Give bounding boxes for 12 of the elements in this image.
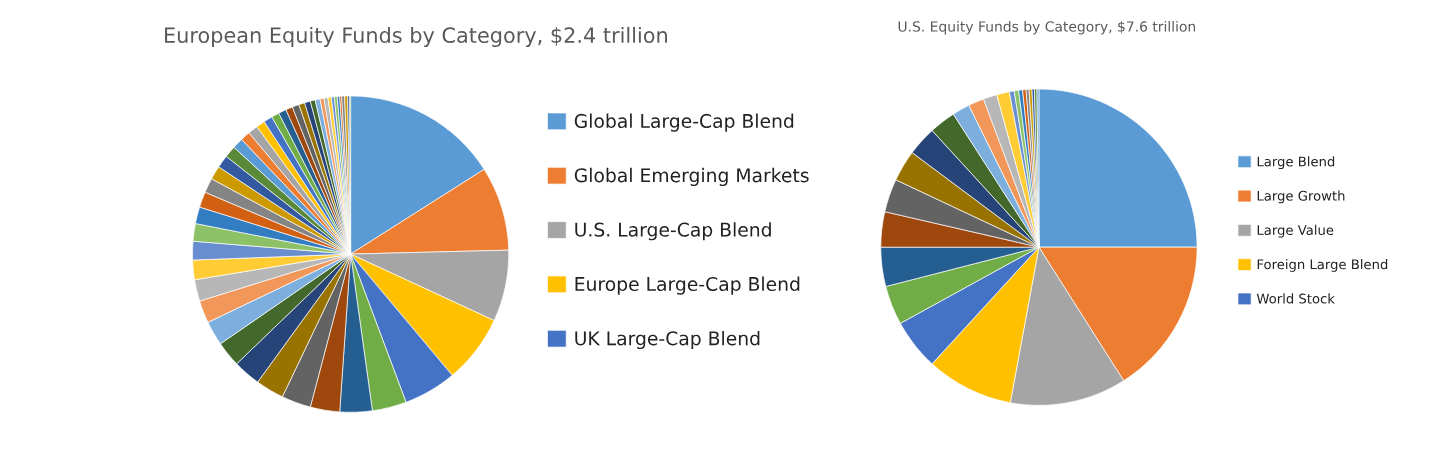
legend-label: Large Growth xyxy=(1257,190,1345,204)
legend-label: Foreign Large Blend xyxy=(1257,259,1388,272)
chart-title: European Equity Funds by Category, $2.4 trillion xyxy=(165,26,667,48)
legend-label: UK Large-Cap Blend xyxy=(575,330,760,350)
legend-label: Europe Large-Cap Blend xyxy=(575,276,800,295)
legend-label: World Stock xyxy=(1256,293,1335,304)
legend-label: U.S. Large-Cap Blend xyxy=(575,222,771,241)
legend-label: Global Emerging Markets xyxy=(574,167,809,187)
legend-label: Large Value xyxy=(1257,224,1334,238)
legend-label: Global Large-Cap Blend xyxy=(574,113,794,132)
chart-title: U.S. Equity Funds by Category, $7.6 trillion xyxy=(898,21,1196,35)
legend-label: Large Blend xyxy=(1257,156,1335,170)
